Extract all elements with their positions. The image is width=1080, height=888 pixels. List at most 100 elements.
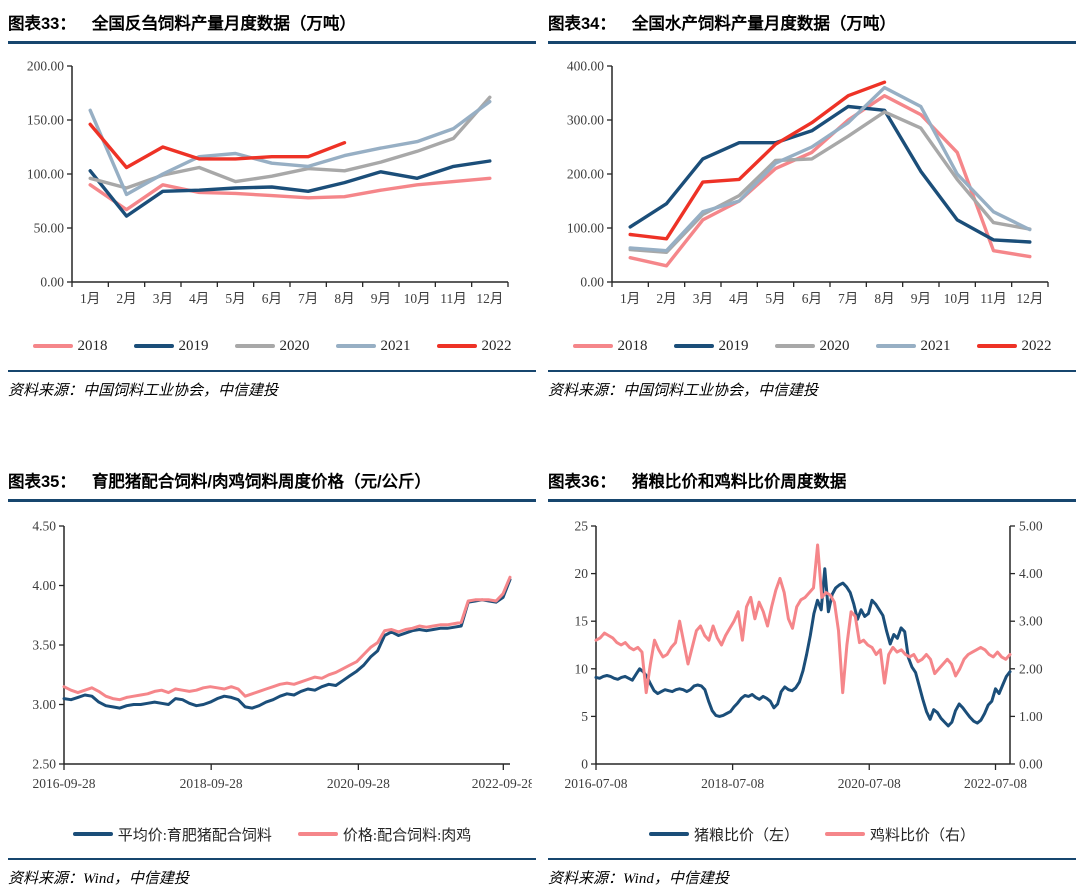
svg-text:3.00: 3.00 bbox=[32, 697, 56, 712]
legend-label: 平均价:育肥猪配合饲料 bbox=[117, 827, 272, 844]
svg-text:5月: 5月 bbox=[225, 291, 245, 306]
title-divider bbox=[548, 499, 1076, 502]
svg-text:300.00: 300.00 bbox=[567, 113, 604, 128]
figure-35-title-text: 育肥猪配合饲料/肉鸡饲料周度价格（元/公斤） bbox=[91, 473, 432, 491]
svg-text:1月: 1月 bbox=[80, 291, 100, 306]
svg-text:4.50: 4.50 bbox=[32, 519, 56, 534]
chart-legend: 猪粮比价（左） 鸡料比价（右） bbox=[548, 823, 1076, 845]
chart-area: 0.00 50.00 100.00 150.00 200.00 1月 2月 3月 4月 5月 6月 7… bbox=[8, 54, 536, 321]
svg-text:4月: 4月 bbox=[189, 291, 209, 306]
svg-text:10月: 10月 bbox=[404, 291, 431, 306]
legend-item: 鸡料比价（右） bbox=[825, 824, 975, 845]
svg-text:2020-07-08: 2020-07-08 bbox=[838, 776, 901, 791]
legend-swatch-icon bbox=[234, 343, 275, 349]
legend-swatch-icon bbox=[335, 343, 376, 349]
legend-item: 2019 bbox=[673, 337, 749, 355]
svg-text:7月: 7月 bbox=[298, 291, 318, 306]
figure-36-title: 图表36： 猪粮比价和鸡料比价周度数据 bbox=[548, 468, 1076, 492]
svg-text:2016-07-08: 2016-07-08 bbox=[565, 776, 628, 791]
figure-33: 图表33： 全国反刍饲料产量月度数据（万吨） 0.00 50.00 100.00 150… bbox=[8, 4, 536, 400]
legend-label: 2019 bbox=[718, 337, 749, 354]
source-divider bbox=[8, 370, 536, 372]
legend-item: 2022 bbox=[976, 338, 1052, 355]
svg-text:0.00: 0.00 bbox=[1019, 757, 1043, 772]
legend-item: 猪粮比价（左） bbox=[648, 824, 799, 845]
svg-text:15: 15 bbox=[575, 614, 589, 629]
svg-text:6月: 6月 bbox=[802, 291, 822, 306]
legend-item: 平均价:育肥猪配合饲料 bbox=[72, 824, 272, 845]
svg-text:2016-09-28: 2016-09-28 bbox=[33, 776, 96, 791]
svg-text:6月: 6月 bbox=[262, 291, 282, 306]
svg-text:400.00: 400.00 bbox=[567, 59, 604, 74]
legend-swatch-icon bbox=[133, 343, 174, 349]
svg-text:2月: 2月 bbox=[116, 291, 136, 306]
legend-swatch-icon bbox=[648, 831, 689, 837]
figure-35-label: 图表35： bbox=[8, 473, 76, 491]
legend-swatch-icon bbox=[436, 343, 477, 349]
aquatic-feed-line-chart: 0.00 100.00 200.00 300.00 400.00 1月 2月 3月 4月 5月 6月… bbox=[567, 59, 1049, 306]
figure-34-title: 图表34： 全国水产饲料产量月度数据（万吨） bbox=[548, 10, 1076, 34]
figure-36: 图表36： 猪粮比价和鸡料比价周度数据 0 5 10 15 20 25 0.00 1.00 2.0… bbox=[548, 462, 1076, 888]
svg-text:1.00: 1.00 bbox=[1019, 709, 1043, 724]
feed-price-line-chart: 2.50 3.00 3.50 4.00 4.50 2016-09-28 2018-09-28… bbox=[32, 519, 535, 792]
figure-34: 图表34： 全国水产饲料产量月度数据（万吨） 0.00 100.00 200.00 30… bbox=[548, 4, 1076, 400]
svg-text:2022-09-28: 2022-09-28 bbox=[472, 776, 532, 791]
chart-legend: 2018 2019 2020 2021 2022 bbox=[8, 335, 536, 357]
chart-legend: 平均价:育肥猪配合饲料 价格:配合饲料:肉鸡 bbox=[8, 823, 536, 845]
svg-text:4.00: 4.00 bbox=[1019, 566, 1043, 581]
svg-text:12月: 12月 bbox=[476, 291, 503, 306]
legend-item: 2020 bbox=[234, 338, 310, 355]
svg-text:2月: 2月 bbox=[656, 291, 676, 306]
legend-label: 2021 bbox=[920, 337, 951, 354]
svg-text:0.00: 0.00 bbox=[40, 275, 64, 290]
svg-text:50.00: 50.00 bbox=[34, 221, 65, 236]
svg-text:100.00: 100.00 bbox=[567, 221, 604, 236]
legend-label: 2018 bbox=[77, 337, 108, 354]
svg-text:2018-07-08: 2018-07-08 bbox=[701, 776, 764, 791]
svg-text:8月: 8月 bbox=[334, 291, 354, 306]
svg-text:2.50: 2.50 bbox=[32, 757, 56, 772]
figure-34-label: 图表34： bbox=[548, 15, 616, 33]
figure-36-label: 图表36： bbox=[548, 473, 616, 491]
figure-34-title-text: 全国水产饲料产量月度数据（万吨） bbox=[631, 15, 896, 33]
chart-area: 0 5 10 15 20 25 0.00 1.00 2.00 3.00 4.00 5.00 2016-0… bbox=[548, 512, 1076, 809]
svg-text:200.00: 200.00 bbox=[27, 59, 64, 74]
svg-text:8月: 8月 bbox=[874, 291, 894, 306]
legend-item: 2018 bbox=[32, 337, 108, 355]
legend-item: 2018 bbox=[572, 338, 648, 355]
figure-33-title: 图表33： 全国反刍饲料产量月度数据（万吨） bbox=[8, 10, 536, 34]
legend-swatch-icon bbox=[297, 831, 338, 837]
figure-35-title: 图表35： 育肥猪配合饲料/肉鸡饲料周度价格（元/公斤） bbox=[8, 468, 536, 492]
legend-label: 2022 bbox=[481, 337, 512, 354]
source-note: 资料来源：中国饲料工业协会，中信建投 bbox=[8, 383, 279, 399]
chart-area: 2.50 3.00 3.50 4.00 4.50 2016-09-28 2018-09-28… bbox=[8, 512, 536, 809]
svg-text:2.00: 2.00 bbox=[1019, 661, 1043, 676]
legend-label: 价格:配合饲料:肉鸡 bbox=[342, 827, 472, 844]
ruminant-feed-line-chart: 0.00 50.00 100.00 150.00 200.00 1月 2月 3月 4月 5月 6月 7… bbox=[27, 59, 509, 306]
svg-text:1月: 1月 bbox=[620, 291, 640, 306]
legend-swatch-icon bbox=[32, 343, 73, 349]
legend-label: 2021 bbox=[380, 337, 411, 354]
svg-text:100.00: 100.00 bbox=[27, 167, 64, 182]
legend-label: 猪粮比价（左） bbox=[693, 827, 799, 844]
legend-swatch-icon bbox=[774, 343, 815, 349]
legend-swatch-icon bbox=[875, 343, 916, 349]
svg-text:3月: 3月 bbox=[693, 291, 713, 306]
figure-35: 图表35： 育肥猪配合饲料/肉鸡饲料周度价格（元/公斤） 2.50 3.00 3.50… bbox=[8, 462, 536, 888]
legend-swatch-icon bbox=[976, 343, 1017, 349]
svg-text:10: 10 bbox=[575, 661, 589, 676]
svg-text:4.00: 4.00 bbox=[32, 578, 56, 593]
legend-swatch-icon bbox=[572, 343, 613, 349]
svg-text:3月: 3月 bbox=[153, 291, 173, 306]
svg-text:10月: 10月 bbox=[944, 291, 971, 306]
svg-text:20: 20 bbox=[575, 566, 589, 581]
price-ratio-line-chart: 0 5 10 15 20 25 0.00 1.00 2.00 3.00 4.00 5.00 2016-0… bbox=[565, 519, 1043, 792]
title-divider bbox=[8, 499, 536, 502]
legend-swatch-icon bbox=[825, 831, 865, 837]
figure-36-title-text: 猪粮比价和鸡料比价周度数据 bbox=[631, 473, 847, 491]
svg-text:0: 0 bbox=[581, 757, 588, 772]
legend-item: 2021 bbox=[875, 337, 951, 355]
chart-area: 0.00 100.00 200.00 300.00 400.00 1月 2月 3月 4月 5月 6月… bbox=[548, 54, 1076, 321]
legend-item: 2019 bbox=[133, 338, 209, 355]
